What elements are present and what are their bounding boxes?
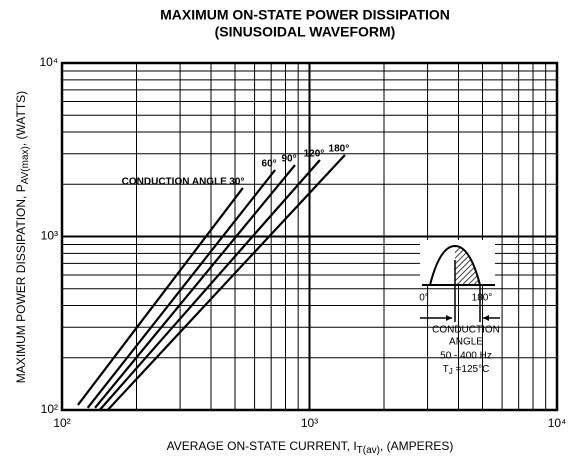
plot-border [60,61,559,412]
y-tick-label: 10³ [41,229,58,243]
inset-text: TJ =125°C [443,364,490,376]
x-axis-label: AVERAGE ON-STATE CURRENT, IT(av), (AMPER… [167,439,454,455]
series-label: 180° [329,144,350,155]
series-line [98,159,321,411]
series-label: 90° [281,154,296,165]
inset-end: 180° [472,293,493,304]
inset-start: 0° [419,293,429,304]
series-label: 30° [229,177,244,188]
series-label: 60° [262,159,277,170]
x-tick-label: 10³ [301,416,318,430]
annotation: CONDUCTION ANGLE [122,177,228,188]
series-line [106,154,346,411]
chart-title: MAXIMUM ON-STATE POWER DISSIPATION [160,7,450,23]
chart-subtitle: (SINUSOIDAL WAVEFORM) [215,24,396,40]
series-line [86,169,276,409]
inset-text: ANGLE [449,337,483,348]
inset-hatch [455,246,480,285]
y-tick-label: 10⁴ [39,55,58,69]
y-tick-label: 10² [41,402,58,416]
series-label: 120° [304,149,325,160]
x-tick-label: 10⁴ [548,416,567,430]
y-axis-label: MAXIMUM POWER DISSIPATION, PAV(max), (WA… [14,91,30,383]
inset: 0° 180° CONDUCTION ANGLE 50 - 400 Hz TJ … [419,240,500,376]
x-tick-label: 10² [53,416,70,430]
inset-wave [429,244,481,286]
series-line [94,164,296,409]
series-line [77,187,244,406]
inset-text: CONDUCTION [432,325,500,336]
inset-text: 50 - 400 Hz [440,351,492,362]
